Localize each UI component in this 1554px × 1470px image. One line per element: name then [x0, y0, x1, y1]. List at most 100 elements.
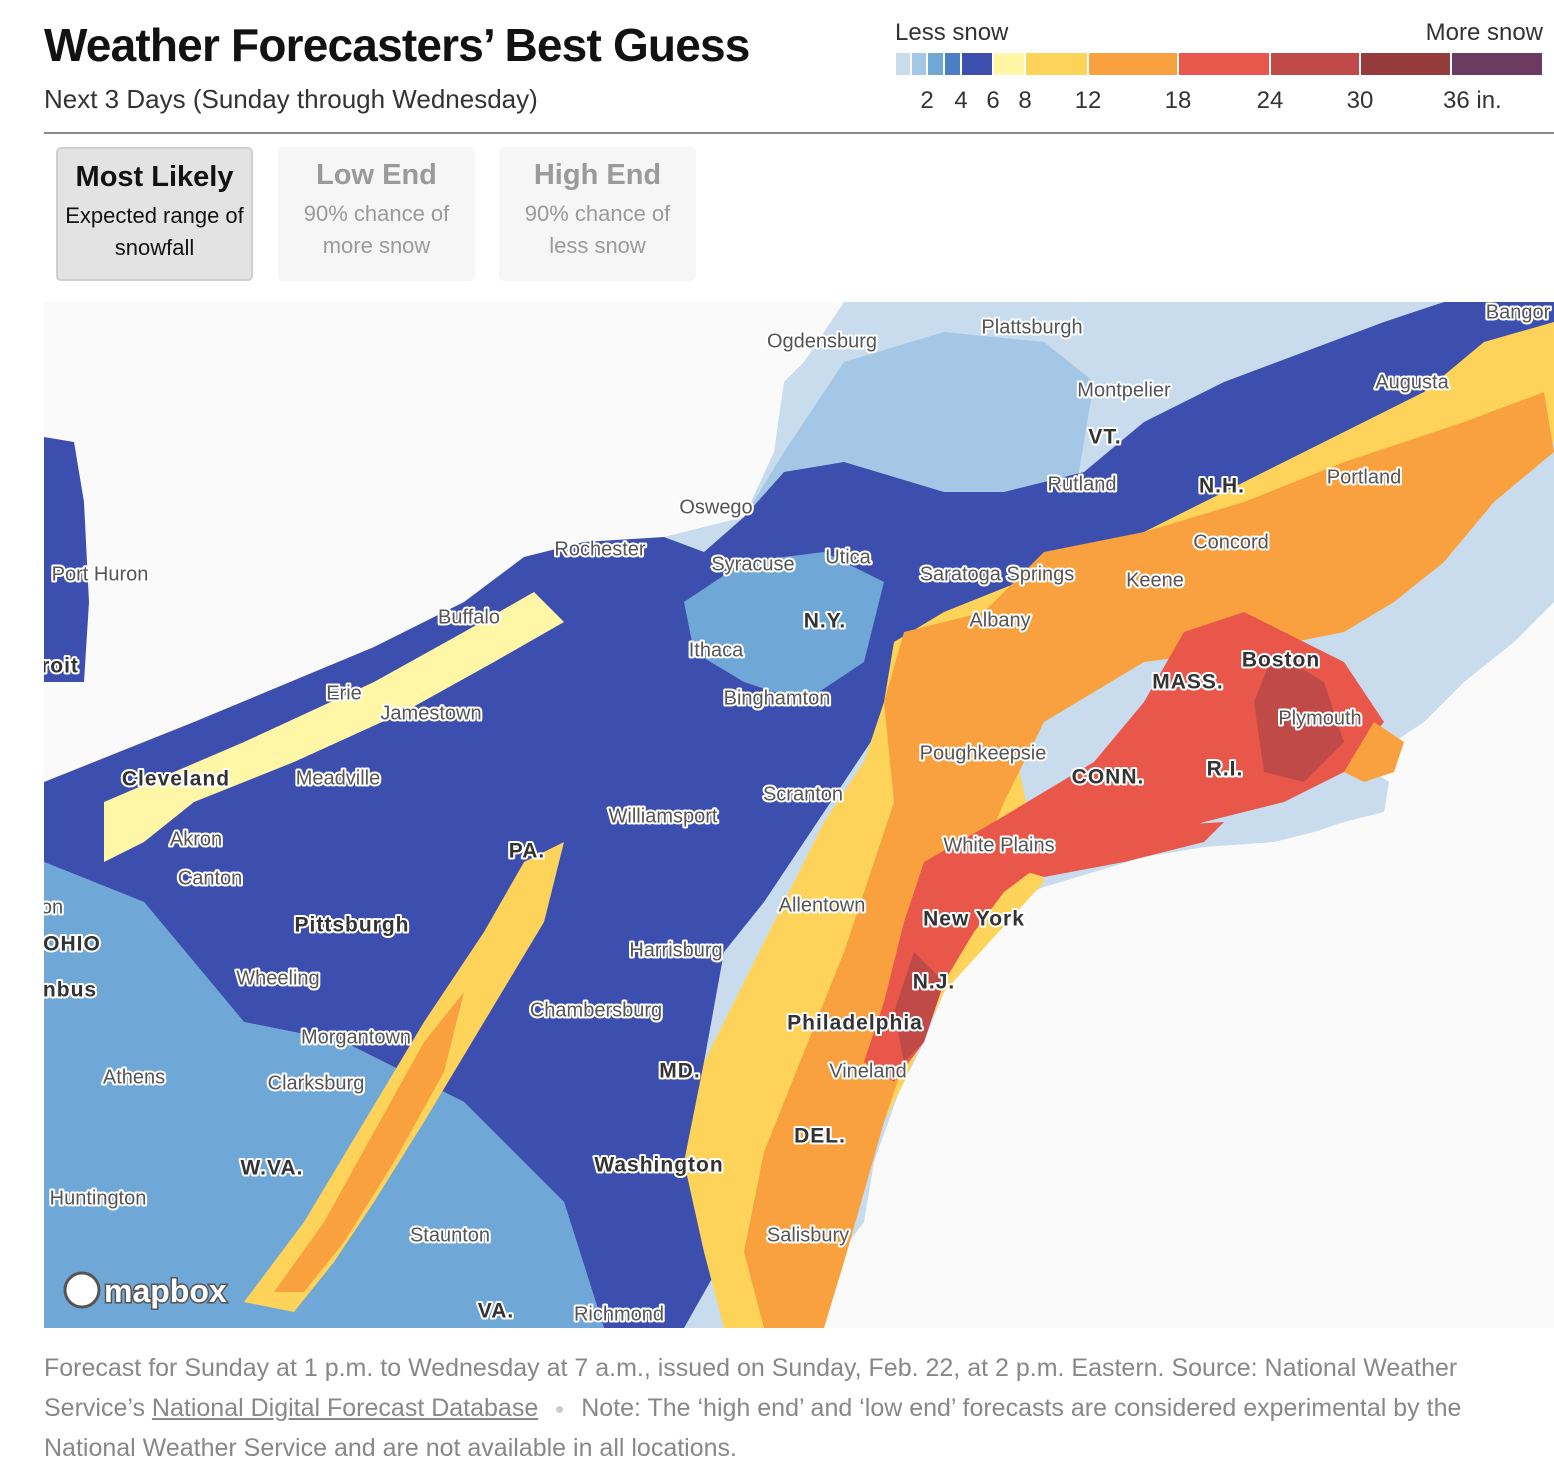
map-label: Plattsburgh [981, 316, 1082, 338]
footer: Forecast for Sunday at 1 p.m. to Wednesd… [44, 1348, 1534, 1468]
map-label: CONN. [1072, 766, 1145, 789]
map-label: R.I. [1207, 758, 1244, 781]
map: Ogdensburg Plattsburgh Bangor Montpelier Aug… [44, 302, 1554, 1328]
region-yellow [684, 322, 1554, 1328]
legend-tick: 12 [1075, 87, 1102, 114]
map-label: Buffalo [438, 606, 500, 628]
map-label: Montpelier [1077, 379, 1171, 401]
map-label: OHIO [44, 933, 101, 956]
tab[interactable]: Most Likely Expected range of snowfall [56, 147, 253, 281]
footer-source: Forecast for Sunday at 1 p.m. to Wednesd… [44, 1354, 1458, 1422]
divider [44, 132, 1554, 134]
cape-cod [1344, 722, 1404, 782]
map-label: Augusta [1375, 371, 1449, 393]
map-label: New York [923, 908, 1025, 931]
map-label: Huntington [50, 1187, 147, 1209]
title: Weather Forecasters’ Best Guess [44, 19, 750, 71]
tab[interactable]: Low End 90% chance of more snow [278, 147, 475, 281]
map-label: Scranton [763, 783, 843, 805]
map-label: Williamsport [609, 805, 718, 827]
map-label: MD. [659, 1060, 701, 1083]
legend-tick: 18 [1165, 87, 1192, 114]
tab-title: High End [533, 159, 662, 191]
logo-icon [63, 1271, 101, 1309]
legend-swatch [1361, 53, 1450, 75]
map-label: Erie [326, 682, 362, 704]
legend-tick: 8 [1018, 87, 1031, 114]
map-label: Syracuse [711, 553, 794, 575]
tab-title: Low End [316, 159, 437, 191]
map-label: Wheeling [236, 967, 319, 989]
map-label: VA. [478, 1300, 514, 1323]
region-mid-blue [44, 862, 604, 1328]
tab-description: Expected range of snowfall [65, 203, 244, 260]
map-label: nbus [44, 979, 97, 1002]
legend-swatch [912, 53, 926, 75]
legend-swatch [1179, 53, 1269, 75]
map-label: Chambersburg [530, 999, 662, 1021]
long-island [994, 822, 1224, 877]
region-lake-effect [104, 592, 564, 862]
legend-swatch [896, 53, 910, 75]
map-label: VT. [1088, 426, 1121, 449]
map-label: Harrisburg [629, 939, 722, 961]
separator [556, 1405, 564, 1413]
map-label: Rutland [1048, 473, 1117, 495]
map-label: Utica [825, 546, 871, 568]
region-ridge-core [274, 992, 464, 1292]
map-label: Jamestown [380, 702, 481, 724]
map-label: DEL. [794, 1125, 846, 1148]
region-mid-blue-ny [684, 552, 884, 702]
legend-tick: 30 [1347, 87, 1374, 114]
map-label: Binghamton [724, 687, 831, 709]
map-label: Morgantown [301, 1026, 411, 1048]
map-label: Cleveland [122, 768, 230, 791]
map-label: Portland [1327, 466, 1402, 488]
footer-link[interactable]: National Digital Forecast Database [151, 1394, 539, 1422]
legend-swatch [1271, 53, 1359, 75]
legend-more: More snow [1426, 19, 1544, 46]
footer-note: Note: The ‘high end’ and ‘low end’ forec… [44, 1394, 1462, 1462]
map-label: Philadelphia [787, 1012, 923, 1035]
legend: Less snow More snow 2 4 6 8 12 18 24 30 36 in. [895, 19, 1544, 114]
map-label: Plymouth [1278, 707, 1361, 729]
legend-swatch [1089, 53, 1177, 75]
map-label: Akron [170, 828, 222, 850]
map-label: PA. [509, 840, 545, 863]
map-label: Vineland [829, 1060, 906, 1082]
map-label: Saratoga Springs [920, 563, 1075, 585]
tab-description: 90% chance of more snow [303, 201, 450, 258]
map-label: N.J. [913, 971, 956, 994]
map-label: W.VA. [241, 1157, 304, 1180]
subtitle: Next 3 Days (Sunday through Wednesday) [44, 84, 538, 114]
map-label: Athens [103, 1066, 165, 1088]
map-label: Richmond [574, 1303, 664, 1325]
legend-swatch [945, 53, 960, 75]
region-dark-red [1254, 652, 1344, 782]
map-label: Bangor [1486, 302, 1551, 323]
legend-swatch [962, 53, 992, 75]
map-label: Keene [1126, 569, 1184, 591]
tab[interactable]: High End 90% chance of less snow [499, 147, 696, 281]
tab-title: Most Likely [75, 161, 234, 193]
legend-swatch [1452, 53, 1542, 75]
map-label: Meadville [296, 767, 380, 789]
legend-tick: 6 [986, 87, 999, 114]
map-label: N.Y. [804, 610, 847, 633]
region-dark-red-nj [894, 952, 944, 1062]
legend-tick: 36 in. [1443, 87, 1502, 114]
map-label: Canton [178, 867, 243, 889]
map-label: Washington [594, 1154, 723, 1177]
legend-tick: 4 [954, 87, 967, 114]
map-label: White Plains [943, 834, 1054, 856]
legend-tick: 24 [1257, 87, 1284, 114]
region-ridge [244, 842, 564, 1312]
map-label: Albany [969, 609, 1030, 631]
legend-swatch [994, 53, 1024, 75]
map-label: Rochester [554, 538, 645, 560]
map-label: Ithaca [689, 639, 744, 661]
map-label: Salisbury [767, 1224, 849, 1246]
map-label: Oswego [679, 496, 752, 518]
map-label: Allentown [779, 894, 866, 916]
